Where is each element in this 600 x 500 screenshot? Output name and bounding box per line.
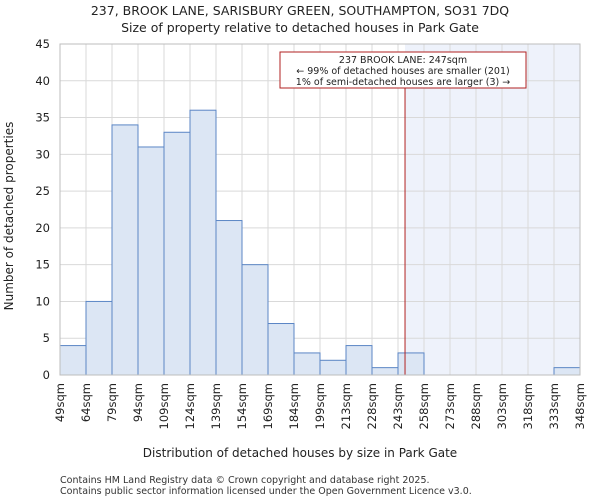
x-tick-label: 154sqm	[235, 383, 249, 429]
histogram-bar	[241, 264, 269, 376]
annotation-box	[279, 51, 527, 89]
histogram-bar	[345, 345, 373, 376]
y-tick-label: 10	[35, 294, 50, 308]
x-tick-label: 199sqm	[313, 383, 327, 429]
histogram-bar	[319, 359, 347, 376]
x-tick-label: 184sqm	[287, 383, 301, 429]
histogram-bar	[85, 300, 113, 376]
x-tick-label: 288sqm	[469, 383, 483, 429]
x-tick-label: 318sqm	[521, 383, 535, 429]
highlight-region	[405, 44, 580, 375]
x-tick-label: 124sqm	[183, 383, 197, 429]
y-tick-label: 25	[35, 184, 50, 198]
histogram-bar	[215, 220, 243, 376]
y-tick-label: 5	[43, 331, 50, 345]
plot-frame	[59, 43, 581, 376]
histogram-bar	[137, 146, 165, 376]
y-tick-label: 45	[35, 37, 50, 51]
histogram-bar	[189, 109, 217, 376]
x-tick-label: 139sqm	[209, 383, 223, 429]
histogram-bar	[293, 352, 321, 376]
y-tick-label: 0	[43, 368, 50, 382]
y-tick-label: 20	[35, 221, 50, 235]
x-tick-label: 228sqm	[365, 383, 379, 429]
y-axis-label: Number of detached properties	[2, 122, 16, 311]
footer-line-1: Contains HM Land Registry data © Crown c…	[60, 475, 430, 486]
x-tick-label: 94sqm	[131, 383, 145, 422]
x-tick-label: 169sqm	[261, 383, 275, 429]
x-tick-label: 109sqm	[157, 383, 171, 429]
footer-line-2: Contains public sector information licen…	[60, 486, 472, 497]
histogram-bar	[553, 367, 581, 376]
x-tick-label: 79sqm	[105, 383, 119, 422]
x-tick-label: 348sqm	[573, 383, 587, 429]
x-axis-label: Distribution of detached houses by size …	[143, 446, 457, 460]
y-tick-label: 30	[35, 147, 50, 161]
chart-title-line-1: 237, BROOK LANE, SARISBURY GREEN, SOUTHA…	[91, 3, 509, 18]
histogram-bar	[267, 323, 295, 376]
x-tick-label: 258sqm	[417, 383, 431, 429]
x-tick-label: 243sqm	[391, 383, 405, 429]
x-tick-label: 64sqm	[79, 383, 93, 422]
annotation-line-1: 237 BROOK LANE: 247sqm	[339, 55, 467, 66]
histogram-bar	[163, 131, 191, 376]
y-tick-label: 40	[35, 74, 50, 88]
y-tick-label: 15	[35, 258, 50, 272]
x-tick-label: 273sqm	[443, 383, 457, 429]
x-tick-label: 303sqm	[495, 383, 509, 429]
histogram-bar	[371, 367, 399, 376]
annotation-line-2: ← 99% of detached houses are smaller (20…	[296, 66, 509, 77]
x-tick-label: 213sqm	[339, 383, 353, 429]
histogram-bar	[111, 124, 139, 376]
x-tick-label: 49sqm	[53, 383, 67, 422]
annotation-line-3: 1% of semi-detached houses are larger (3…	[296, 77, 510, 88]
marker-annotation: 237 BROOK LANE: 247sqm ← 99% of detached…	[279, 51, 527, 89]
y-tick-label: 35	[35, 111, 50, 125]
histogram-bar	[59, 345, 87, 376]
chart-title-line-2: Size of property relative to detached ho…	[121, 20, 479, 35]
histogram-bar	[397, 352, 425, 376]
x-tick-label: 333sqm	[547, 383, 561, 429]
